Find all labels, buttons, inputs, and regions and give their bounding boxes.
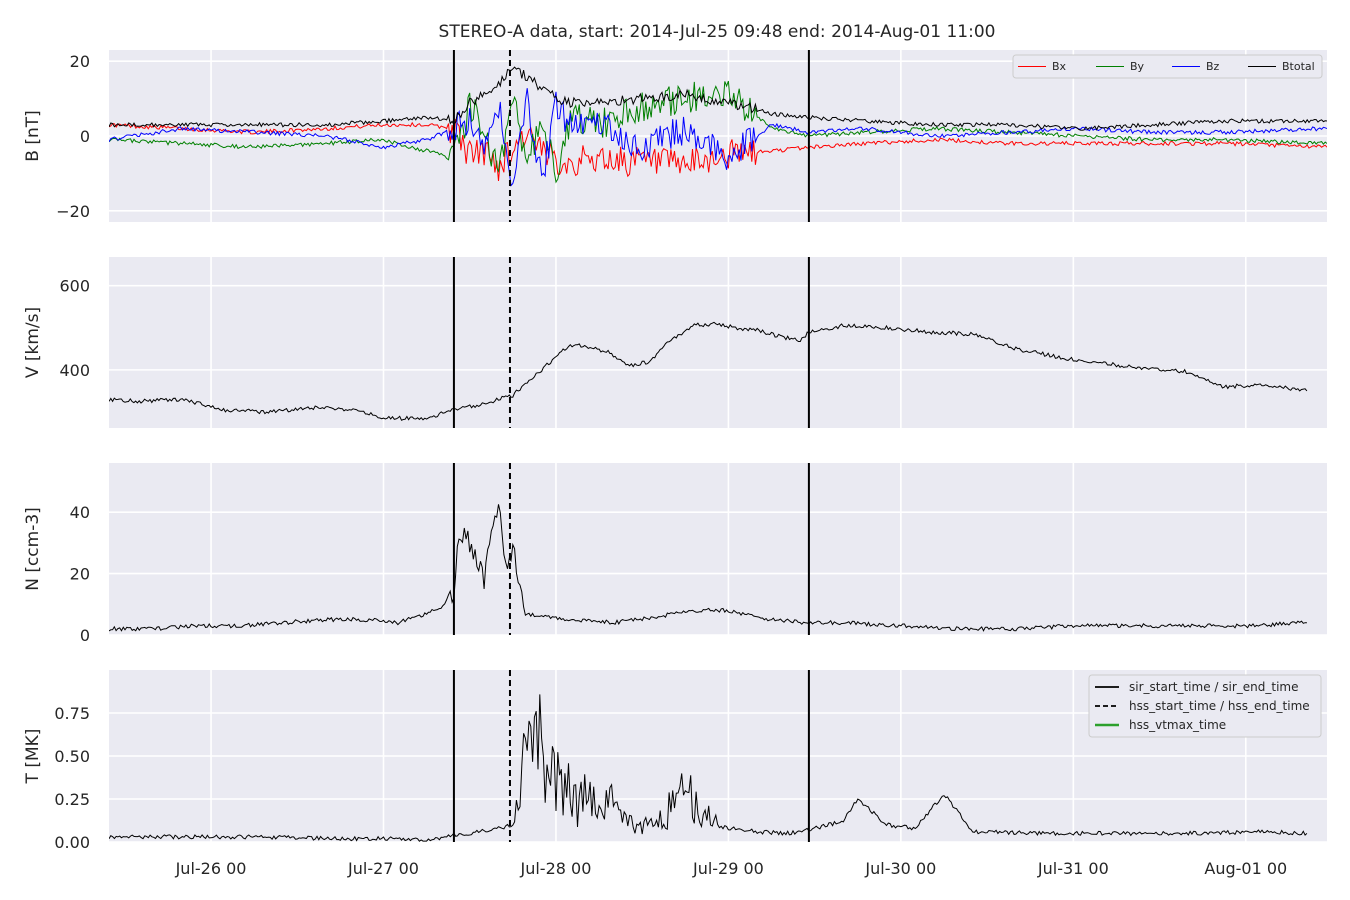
plot-background xyxy=(109,257,1327,428)
series-group xyxy=(109,321,1308,421)
x-tick-label: Jul-30 00 xyxy=(864,859,936,878)
y-tick-label: 0 xyxy=(80,626,90,645)
y-axis-label: T [MK] xyxy=(23,729,43,785)
series-by-line xyxy=(109,80,1327,184)
magnetic-field-panel: −20 0 20 B [nT] Bx By Bz Btotal xyxy=(23,50,1327,222)
legend-label: Btotal xyxy=(1282,60,1315,73)
legend-label: sir_start_time / sir_end_time xyxy=(1129,680,1299,694)
velocity-panel: 400 600 V [km/s] xyxy=(23,257,1327,428)
y-axis-label: N [ccm-3] xyxy=(23,507,43,591)
y-tick-label: 40 xyxy=(70,503,90,522)
y-tick-label: 600 xyxy=(59,277,90,296)
series-group xyxy=(109,66,1327,187)
x-tick-label: Jul-26 00 xyxy=(175,859,247,878)
y-tick-label: 20 xyxy=(70,52,90,71)
y-tick-label: 0.25 xyxy=(54,790,90,809)
legend-label: Bz xyxy=(1206,60,1220,73)
legend-label: By xyxy=(1130,60,1145,73)
x-tick-label: Jul-31 00 xyxy=(1037,859,1109,878)
y-tick-label: 400 xyxy=(59,361,90,380)
x-axis-tick-labels: Jul-26 00 Jul-27 00 Jul-28 00 Jul-29 00 Jul-… xyxy=(175,859,1288,878)
temperature-panel: 0.00 0.25 0.50 0.75 T [MK] sir_start_time / s… xyxy=(23,670,1327,852)
x-tick-label: Jul-29 00 xyxy=(692,859,764,878)
x-tick-label: Aug-01 00 xyxy=(1204,859,1287,878)
y-tick-label: 0 xyxy=(80,127,90,146)
event-legend: sir_start_time / sir_end_time hss_start_t… xyxy=(1088,674,1322,738)
y-tick-label: 20 xyxy=(70,565,90,584)
legend-label: hss_start_time / hss_end_time xyxy=(1129,699,1310,713)
series-t-line xyxy=(109,694,1308,842)
plot-background xyxy=(109,463,1327,635)
legend-label: Bx xyxy=(1052,60,1067,73)
b-legend: Bx By Bz Btotal xyxy=(1012,54,1323,79)
y-axis-label: V [km/s] xyxy=(23,307,43,378)
legend-label: hss_vtmax_time xyxy=(1129,718,1226,732)
series-group xyxy=(109,504,1307,632)
series-v-line xyxy=(109,321,1308,421)
x-tick-label: Jul-28 00 xyxy=(520,859,592,878)
legend-box xyxy=(1012,54,1323,79)
series-bz-line xyxy=(109,88,1327,187)
series-n-line xyxy=(109,504,1307,632)
y-tick-label: 0.75 xyxy=(54,704,90,723)
x-tick-label: Jul-27 00 xyxy=(347,859,419,878)
series-bx-line xyxy=(109,118,1327,182)
panels: −20 0 20 B [nT] Bx By Bz Btotal 400 600 V [km/s] 0 2… xyxy=(23,50,1327,852)
legend-box xyxy=(1088,674,1322,738)
series-btotal-line xyxy=(109,66,1327,131)
y-tick-label: −20 xyxy=(56,202,90,221)
chart-title: STEREO-A data, start: 2014-Jul-25 09:48 … xyxy=(439,22,996,42)
y-tick-label: 0.00 xyxy=(54,833,90,852)
y-tick-label: 0.50 xyxy=(54,747,90,766)
density-panel: 0 20 40 N [ccm-3] xyxy=(23,463,1327,645)
series-group xyxy=(109,694,1308,842)
y-axis-label: B [nT] xyxy=(23,110,43,162)
